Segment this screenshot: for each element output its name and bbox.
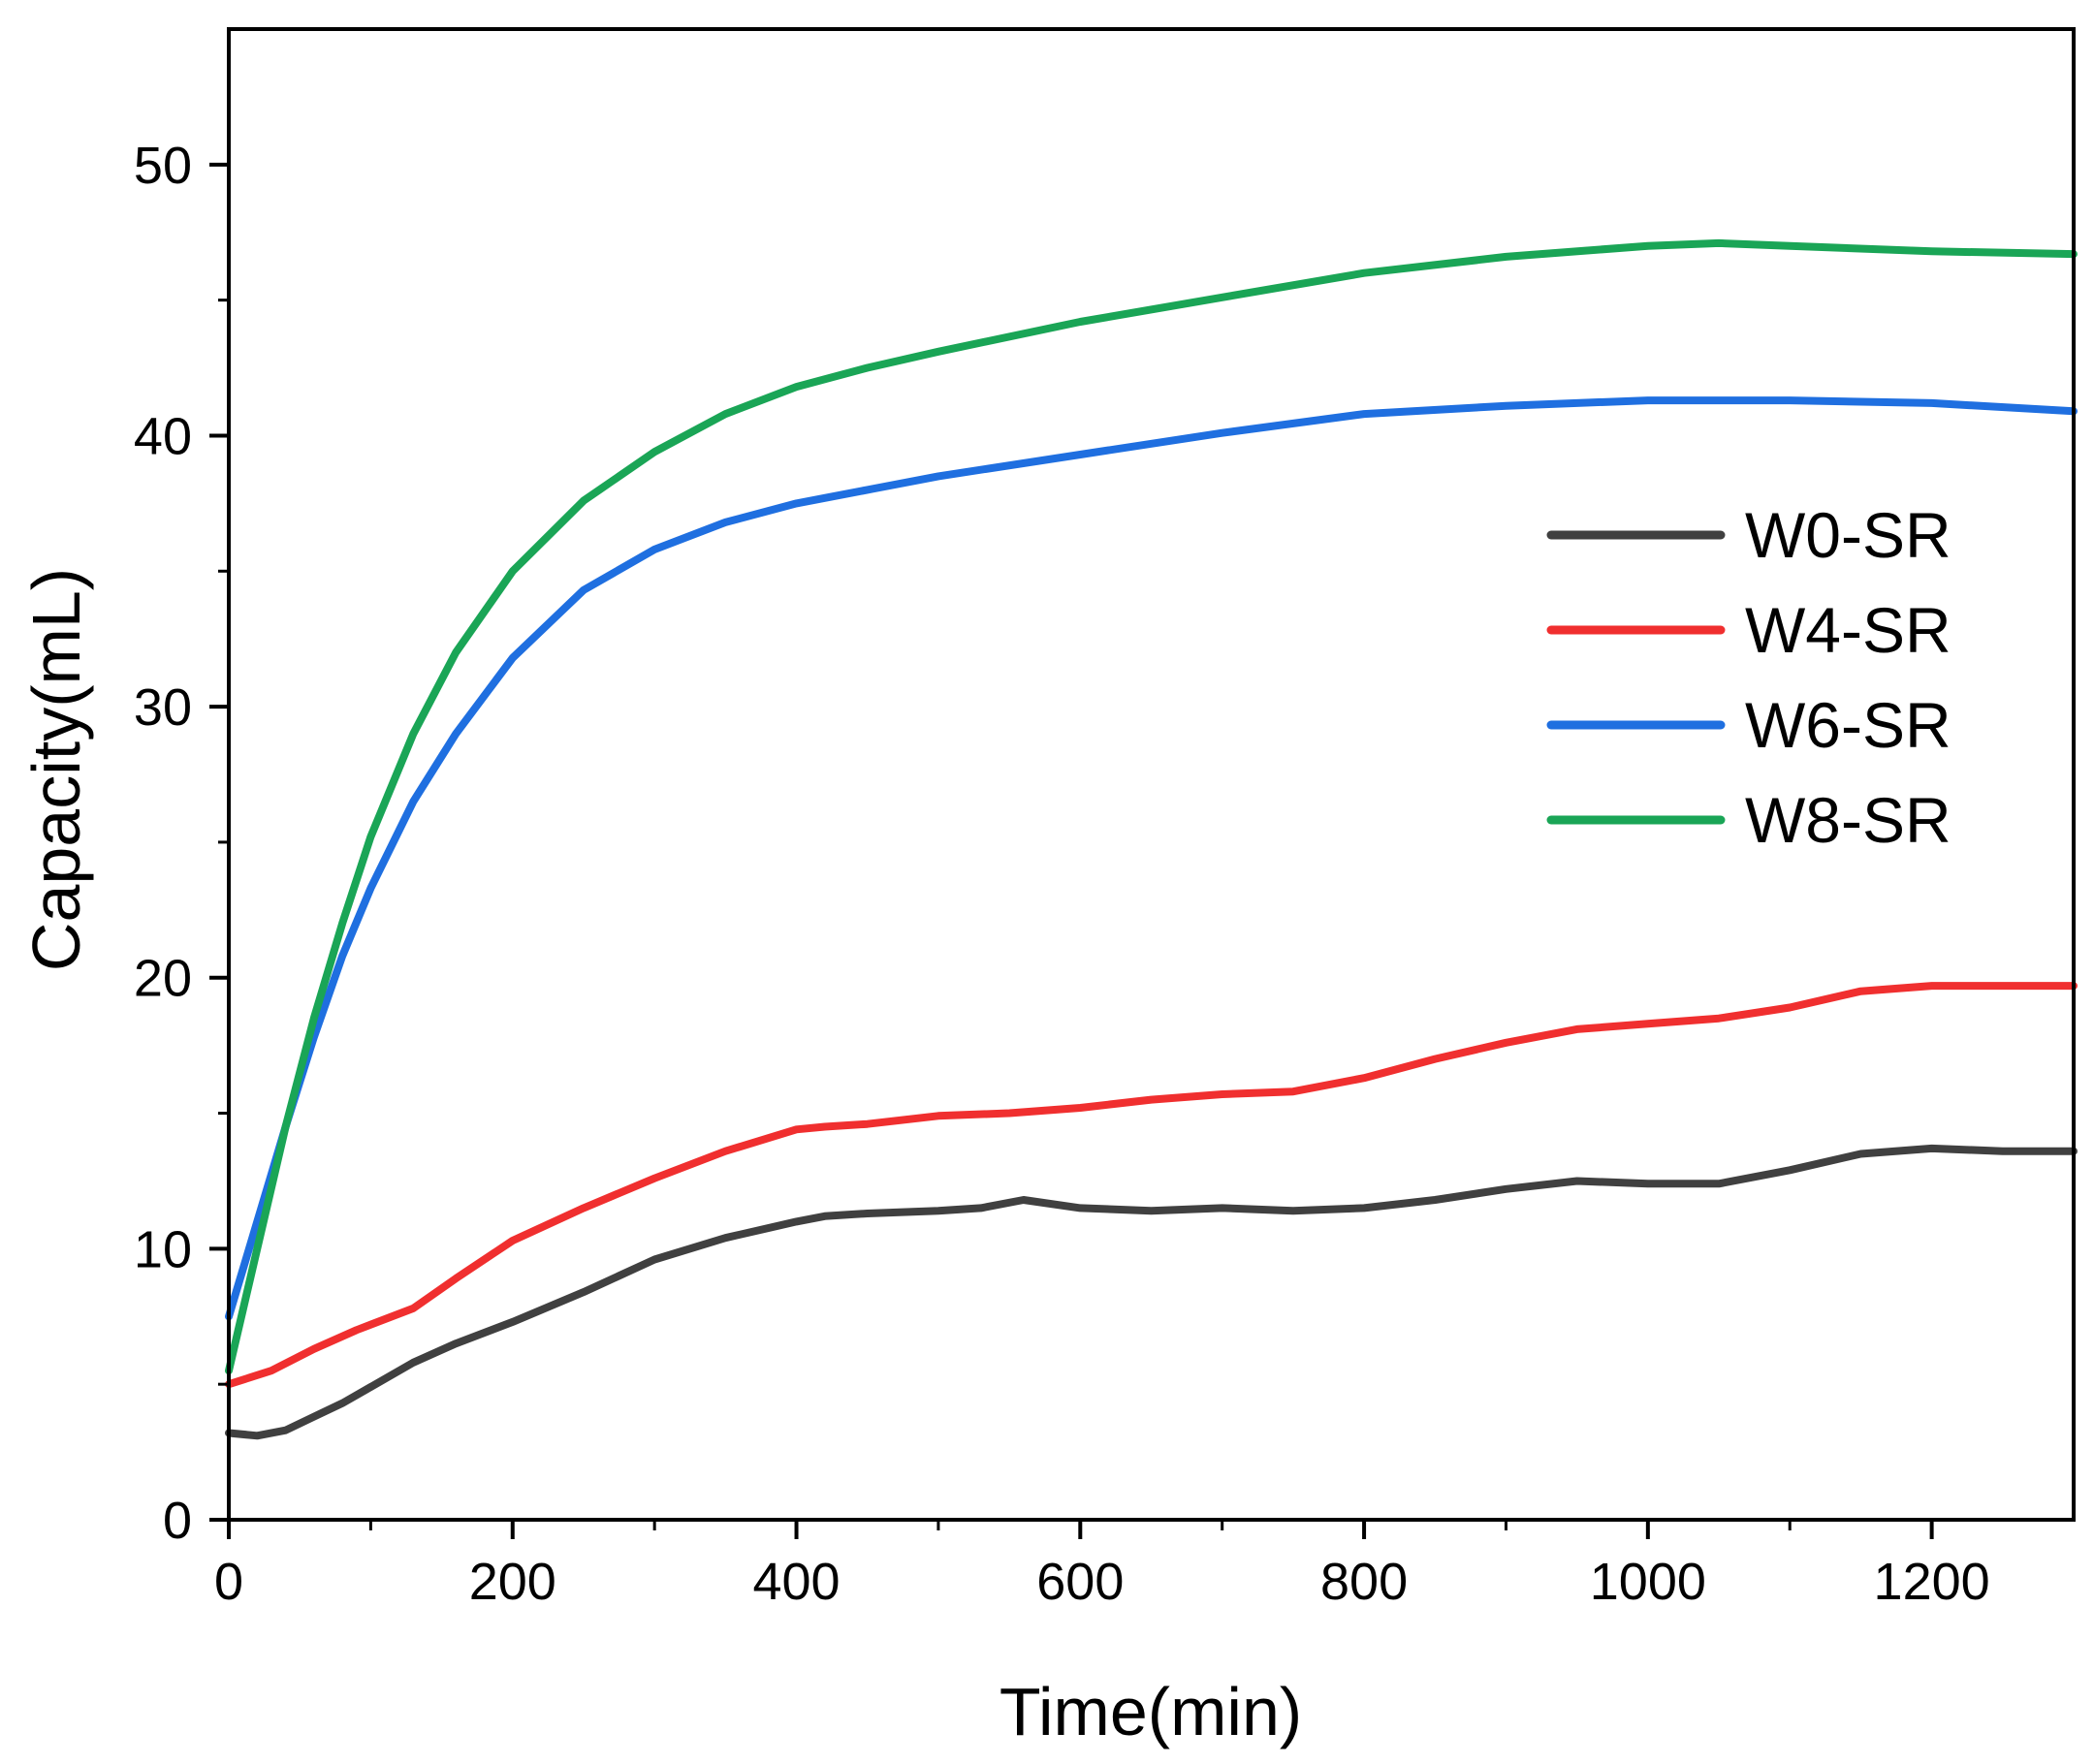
series-line-w4-sr (225, 982, 2078, 1389)
legend: W0-SR W4-SR W6-SR W8-SR (1546, 499, 1951, 856)
legend-label-w4-sr: W4-SR (1745, 594, 1951, 666)
x-tick-label: 1200 (1874, 1553, 1990, 1611)
series-line-w8-sr (225, 238, 2078, 1375)
y-tick-label: 0 (163, 1492, 192, 1550)
y-tick-label: 50 (134, 137, 192, 195)
series-line-w6-sr (225, 396, 2078, 1321)
x-tick-label: 0 (214, 1553, 243, 1611)
x-tick-label: 1000 (1590, 1553, 1706, 1611)
x-axis-title: Time(min) (999, 1674, 1302, 1749)
x-tick-label: 200 (469, 1553, 556, 1611)
x-tick-label: 800 (1320, 1553, 1408, 1611)
series-lines (225, 238, 2078, 1440)
series-line-w0-sr (225, 1144, 2078, 1440)
x-tick-label: 600 (1036, 1553, 1124, 1611)
plot-frame (227, 27, 2076, 1522)
y-tick-label: 30 (134, 678, 192, 737)
legend-label-w8-sr: W8-SR (1745, 784, 1951, 856)
legend-label-w0-sr: W0-SR (1745, 499, 1951, 571)
axes: 0 200 400 600 800 1000 1200 0 10 20 30 40 50 (134, 27, 2076, 1611)
y-tick-label: 40 (134, 407, 192, 465)
y-axis-title: Capacity(mL) (18, 568, 94, 971)
y-tick-label: 10 (134, 1220, 192, 1278)
y-tick-label: 20 (134, 950, 192, 1008)
x-tick-label: 400 (752, 1553, 840, 1611)
legend-label-w6-sr: W6-SR (1745, 689, 1951, 761)
